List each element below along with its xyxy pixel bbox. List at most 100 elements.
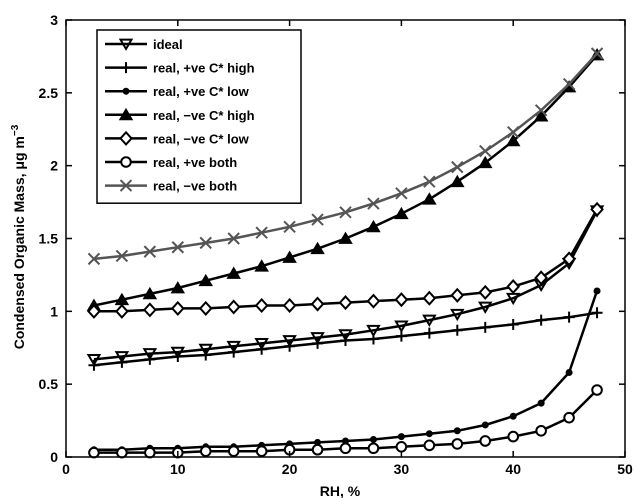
data-point [451,324,463,336]
data-point [172,350,184,362]
data-point [282,250,297,263]
data-point [423,175,436,188]
data-point [170,281,186,294]
data-point [507,318,519,330]
x-tick-label: 30 [394,461,410,477]
y-tick-label: 1.5 [39,231,59,247]
data-point [534,270,549,286]
y-tick-label: 0 [50,449,58,465]
data-point [200,349,212,361]
data-point [199,445,212,457]
data-point [116,446,128,459]
data-point [226,299,241,315]
data-point [310,241,325,255]
data-point [226,340,241,354]
data-point [310,296,325,312]
data-point [142,302,157,318]
data-point [114,351,130,364]
axes: 0 10 20 30 40 50 0 0.5 1 1.5 2 2.5 3 [39,12,633,477]
data-point [114,292,130,306]
data-point [591,307,603,319]
plot-area [86,47,605,459]
data-point [478,155,493,169]
data-point [171,241,185,254]
data-point [366,324,381,338]
data-point [506,125,520,139]
data-point [394,320,409,333]
legend-marker [120,156,132,168]
legend-label: real, −ve both [153,179,237,194]
data-point [226,266,241,279]
data-point [198,300,213,316]
data-point [394,206,409,220]
x-tick-label: 40 [505,461,521,477]
data-point [367,333,379,345]
data-point [562,251,576,267]
data-point [422,192,437,205]
y-axis-label-main: Condensed Organic Mass, μg m [11,136,27,349]
data-point [170,346,186,360]
data-point [142,348,158,361]
data-point [505,133,521,147]
data-point [338,295,353,311]
data-point [537,399,545,407]
data-point [422,314,437,327]
data-point [367,197,380,210]
data-point [170,300,185,316]
data-point [311,443,324,456]
data-point [282,335,297,348]
data-point [87,303,101,319]
series-2 [90,287,601,454]
data-point [339,206,352,219]
legend-marker [118,38,134,51]
data-point [116,356,128,368]
data-point [478,284,493,300]
data-point [535,314,547,326]
data-point [199,236,212,250]
data-point [254,259,269,272]
data-point [394,292,409,308]
data-point [422,290,437,306]
data-point [395,187,408,200]
data-point [590,47,604,60]
legend-entry-3: real, −ve C* high [105,108,255,123]
data-point [451,438,464,450]
x-tick-label: 20 [282,461,298,477]
data-point [563,411,575,424]
legend-label: real, −ve C* high [153,108,255,123]
data-point [338,231,353,244]
data-point [451,160,464,174]
data-point [283,220,296,234]
legend-marker [119,130,133,146]
data-point [227,445,240,457]
data-point [506,279,521,295]
y-tick-label: 2 [50,158,58,174]
data-point [198,343,213,357]
data-point [563,311,575,323]
legend-marker [118,107,134,121]
data-point [144,353,156,365]
legend-label: real, +ve both [153,155,237,170]
series-4 [87,201,604,319]
legend-entry-4: real, −ve C* low [105,130,250,146]
data-point [254,297,269,314]
data-point [450,308,465,322]
data-point [339,442,352,455]
data-point [282,297,297,314]
legend-entry-0: ideal [105,37,183,52]
series-5 [88,384,603,459]
data-point [87,252,101,266]
legend-entry-6: real, −ve both [105,179,237,194]
x-axis-label: RH, % [320,483,361,498]
data-point [366,293,381,309]
y-tick-label: 0.5 [39,376,59,392]
data-point [450,174,465,188]
y-axis-label-exponent: −3 [10,124,21,136]
series-6 [87,47,604,266]
data-point [311,213,324,226]
data-point [423,327,435,339]
data-point [144,446,156,459]
data-point [450,287,465,303]
data-point [423,439,436,452]
data-point [88,446,100,459]
